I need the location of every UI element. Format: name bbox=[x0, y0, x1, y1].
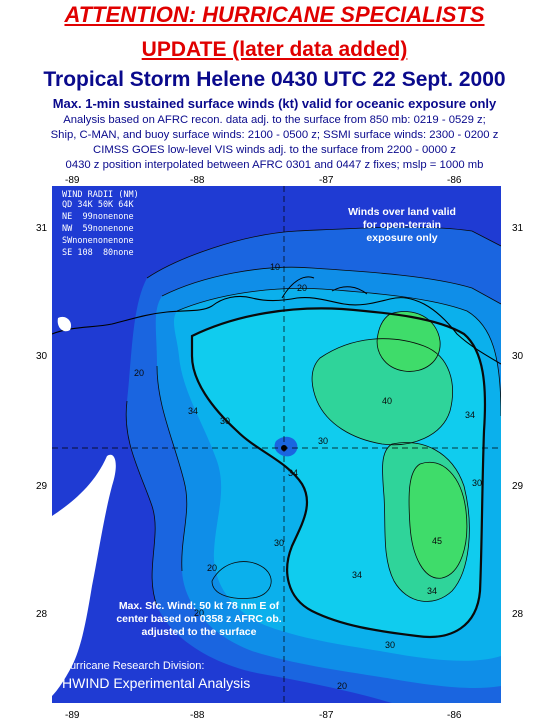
contour-34kt bbox=[190, 307, 487, 638]
svg-text:34: 34 bbox=[188, 406, 198, 416]
longitude-tick-top: -87 bbox=[319, 175, 334, 186]
analysis-note: Analysis based on AFRC recon. data adj. … bbox=[63, 114, 486, 126]
max-wind-note: Max. Sfc. Wind: 50 kt 78 nm E of center … bbox=[116, 600, 282, 638]
svg-text:20: 20 bbox=[297, 283, 307, 293]
storm-center-marker bbox=[281, 445, 287, 451]
wind-radii-title: WIND RADII (NM) bbox=[62, 190, 139, 200]
svg-text:20: 20 bbox=[134, 368, 144, 378]
bay-outline bbox=[281, 276, 315, 299]
latitude-tick-right: 28 bbox=[512, 609, 524, 620]
analysis-subtitle: Max. 1-min sustained surface winds (kt) … bbox=[52, 96, 497, 111]
contour-value-labels: 34 30 20 10 34 34 30 40 30 45 34 34 30 2… bbox=[134, 262, 482, 691]
longitude-tick-top: -88 bbox=[190, 175, 205, 186]
svg-text:20: 20 bbox=[194, 608, 204, 618]
attention-heading: ATTENTION: HURRICANE SPECIALISTS bbox=[64, 2, 485, 27]
longitude-tick-top: -86 bbox=[447, 175, 462, 186]
svg-text:30: 30 bbox=[274, 538, 284, 548]
analysis-note: 0430 z position interpolated between AFR… bbox=[65, 159, 484, 171]
wind-radii-row: NE 99nonenone bbox=[62, 212, 134, 222]
storm-title: Tropical Storm Helene 0430 UTC 22 Sept. … bbox=[43, 68, 506, 91]
latitude-tick-left: 28 bbox=[36, 609, 48, 620]
svg-text:34: 34 bbox=[465, 410, 475, 420]
land-exposure-note: Winds over land valid for open-terrain e… bbox=[348, 206, 456, 244]
update-heading: UPDATE (later data added) bbox=[141, 38, 408, 61]
longitude-tick-top: -89 bbox=[65, 175, 80, 186]
svg-text:30: 30 bbox=[472, 478, 482, 488]
svg-text:40: 40 bbox=[382, 396, 392, 406]
latitude-tick-right: 30 bbox=[512, 351, 524, 362]
svg-text:34: 34 bbox=[352, 570, 362, 580]
svg-text:30: 30 bbox=[385, 640, 395, 650]
wind-radii-row: NW 59nonenone bbox=[62, 224, 134, 234]
wind-band-45-plus bbox=[409, 462, 467, 579]
svg-text:20: 20 bbox=[337, 681, 347, 691]
latitude-tick-right: 29 bbox=[512, 481, 524, 492]
svg-text:34: 34 bbox=[427, 586, 437, 596]
latitude-tick-left: 31 bbox=[36, 223, 48, 234]
analysis-note: Ship, C-MAN, and buoy surface winds: 210… bbox=[50, 129, 499, 141]
longitude-tick-bottom: -88 bbox=[190, 710, 205, 721]
wind-radii-row: SWnonenonenone bbox=[62, 236, 134, 246]
wind-radii-columns: QD 34K 50K 64K bbox=[62, 200, 134, 210]
wind-field-map: 34 30 20 10 34 34 30 40 30 45 34 34 30 2… bbox=[52, 186, 501, 703]
longitude-tick-bottom: -89 bbox=[65, 710, 80, 721]
svg-text:30: 30 bbox=[220, 416, 230, 426]
credit-product: HWIND Experimental Analysis bbox=[62, 675, 251, 691]
bay-outline bbox=[331, 286, 368, 295]
latitude-tick-right: 31 bbox=[512, 223, 524, 234]
wind-radii-row: SE 108 80none bbox=[62, 248, 134, 258]
svg-text:30: 30 bbox=[318, 436, 328, 446]
land-mass bbox=[52, 454, 116, 696]
land-fragment bbox=[57, 316, 72, 332]
svg-text:20: 20 bbox=[207, 563, 217, 573]
svg-text:45: 45 bbox=[432, 536, 442, 546]
svg-text:10: 10 bbox=[270, 262, 280, 272]
analysis-note: CIMSS GOES low-level VIS winds adj. to t… bbox=[93, 144, 456, 156]
svg-text:34: 34 bbox=[288, 468, 298, 478]
credit-organization: Hurricane Research Division: bbox=[62, 660, 205, 672]
latitude-tick-left: 29 bbox=[36, 481, 48, 492]
longitude-tick-bottom: -87 bbox=[319, 710, 334, 721]
longitude-tick-bottom: -86 bbox=[447, 710, 462, 721]
latitude-tick-left: 30 bbox=[36, 351, 48, 362]
coastline bbox=[52, 295, 501, 365]
